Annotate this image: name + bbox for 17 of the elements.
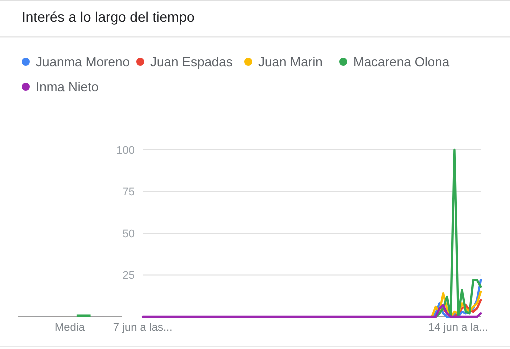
line-series xyxy=(431,290,482,318)
x-tick-label: 7 jun a las... xyxy=(113,322,173,334)
chart-title: Interés a lo largo del tiempo xyxy=(22,8,195,25)
x-tick-label: Media xyxy=(55,322,86,334)
legend-label: Juanma Moreno xyxy=(36,54,130,70)
y-tick-label: 50 xyxy=(122,228,135,240)
legend-label: Juan Espadas xyxy=(150,54,234,70)
legend-label: Juan Marin xyxy=(258,54,323,70)
x-tick-label: 14 jun a la... xyxy=(428,322,488,334)
legend-label: Macarena Olona xyxy=(354,54,450,70)
y-tick-label: 75 xyxy=(122,186,135,199)
line-series xyxy=(431,279,482,318)
line-series xyxy=(142,304,482,318)
y-tick-label: 100 xyxy=(116,144,135,157)
line-series xyxy=(434,148,482,318)
legend-label: Inma Nieto xyxy=(36,80,99,95)
y-tick-label: 25 xyxy=(122,270,135,282)
